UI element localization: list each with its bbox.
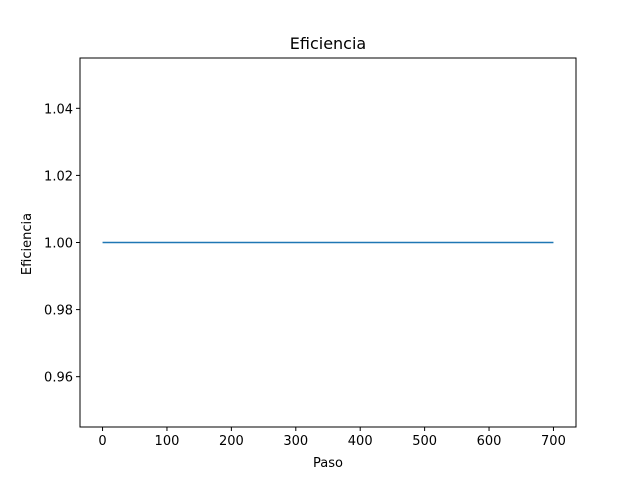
y-tick-label: 0.96 — [44, 371, 73, 386]
x-tick-label: 100 — [155, 434, 180, 449]
y-axis-label: Eficiencia — [20, 213, 35, 275]
x-tick-label: 0 — [98, 434, 106, 449]
x-tick-label: 200 — [219, 434, 244, 449]
x-tick-label: 700 — [541, 434, 566, 449]
y-axis-ticks: 0.96 0.98 1.00 1.02 1.04 — [44, 102, 80, 386]
y-tick-label: 1.00 — [44, 237, 73, 252]
x-tick-label: 500 — [412, 434, 437, 449]
x-axis-ticks: 0 100 200 300 400 500 600 700 — [98, 427, 566, 449]
y-tick-label: 1.04 — [44, 102, 73, 117]
x-tick-label: 400 — [348, 434, 373, 449]
y-tick-label: 1.02 — [44, 169, 73, 184]
x-tick-label: 300 — [283, 434, 308, 449]
y-tick-label: 0.98 — [44, 304, 73, 319]
x-tick-label: 600 — [477, 434, 502, 449]
x-axis-label: Paso — [313, 456, 343, 471]
chart-title: Eficiencia — [290, 34, 366, 53]
